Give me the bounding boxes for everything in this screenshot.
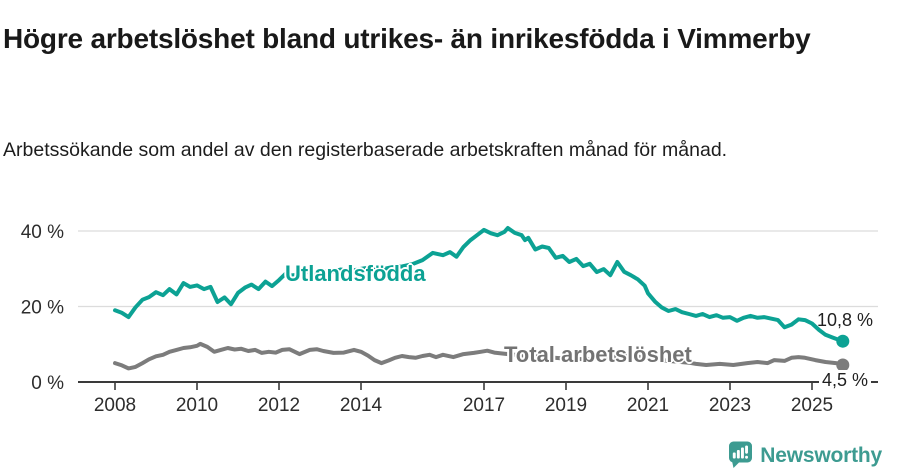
x-axis-tick-label: 2023: [709, 395, 751, 416]
end-value-label-total: 4,5 %: [819, 370, 872, 391]
x-axis-tick-label: 2019: [545, 395, 587, 416]
series-label-total: Total arbetslöshet: [504, 342, 692, 367]
series-label-utlandsfodda: Utlandsfödda: [285, 261, 426, 286]
newsworthy-logo-icon: [728, 441, 753, 469]
series-line-1: [113, 341, 845, 371]
series-end-dot-0: [836, 334, 850, 348]
x-axis-tick-label: 2008: [94, 395, 136, 416]
x-axis-tick-label: 2014: [340, 395, 383, 416]
x-axis-tick-label: 2025: [791, 395, 833, 416]
chart-subtitle: Arbetssökande som andel av den registerb…: [3, 138, 728, 161]
unemployment-line-chart: 0 % 20 % 40 % 2008 2010 2012 2014 2017 2019 2021 2…: [21, 222, 878, 416]
end-value-label-utlandsfodda: 10,8 %: [817, 310, 874, 330]
series-line-0: [113, 226, 845, 344]
series-end-dot-1: [836, 358, 850, 372]
x-axis-tick-label: 2012: [258, 395, 300, 416]
page-title: Högre arbetslöshet bland utrikes- än inr…: [3, 22, 811, 54]
y-axis-tick-label: 40 %: [21, 222, 64, 243]
newsworthy-brand-text: Newsworthy: [760, 443, 882, 467]
x-axis-tick-label: 2017: [463, 395, 505, 416]
y-axis-tick-label: 20 %: [21, 298, 64, 319]
x-axis-tick-label: 2021: [627, 395, 669, 416]
x-axis-tick-label: 2010: [176, 395, 218, 416]
newsworthy-logo[interactable]: Newsworthy: [728, 441, 882, 469]
y-axis-tick-label: 0 %: [31, 373, 64, 394]
